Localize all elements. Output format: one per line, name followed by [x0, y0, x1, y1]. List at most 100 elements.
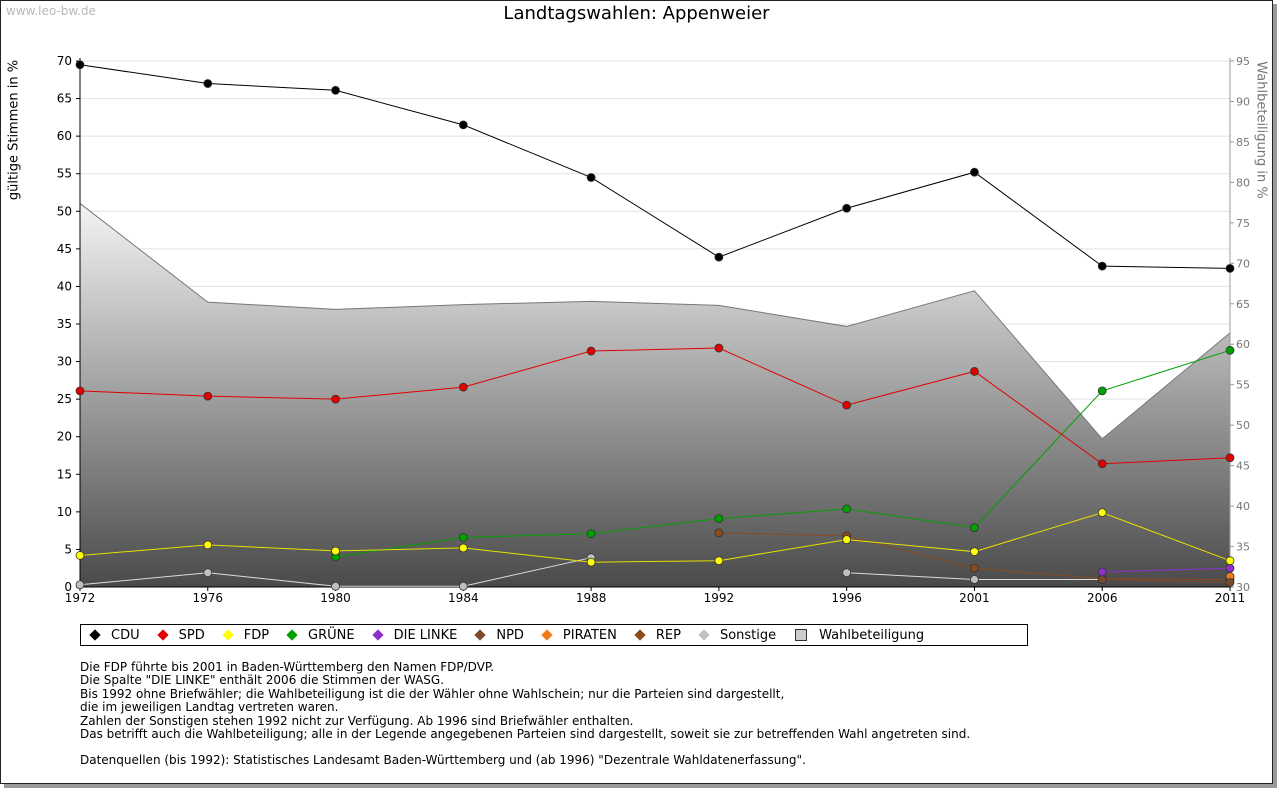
data-point-fdp	[842, 535, 852, 545]
data-point-sonstige	[458, 581, 468, 591]
watermark: www.leo-bw.de	[6, 4, 96, 18]
legend-item: NPD	[474, 628, 524, 643]
y2-tick-label: 65	[1236, 298, 1250, 311]
footnotes: Die FDP führte bis 2001 in Baden-Württem…	[80, 660, 971, 768]
y-tick-label: 35	[57, 317, 72, 331]
y2-tick-label: 60	[1236, 338, 1250, 351]
legend-label: FDP	[243, 627, 270, 643]
legend-swatch-diamond	[541, 629, 553, 641]
y-tick-label: 5	[64, 542, 72, 556]
legend-item: CDU	[89, 627, 140, 643]
data-point-npd	[1225, 578, 1235, 587]
x-tick-label: 1976	[193, 591, 224, 605]
series-line-cdu	[79, 64, 1231, 269]
y-tick-label: 40	[57, 279, 72, 293]
y2-tick-label: 35	[1236, 541, 1250, 554]
legend: CDU SPD FDP GRÜNE DIE LINKE NPD PIRATEN REP Sons…	[80, 624, 1028, 646]
legend-item: FDP	[222, 627, 270, 643]
note-line: Die Spalte "DIE LINKE" enthält 2006 die …	[80, 673, 445, 688]
y-tick-label: 70	[57, 54, 72, 68]
data-point-rep	[970, 563, 979, 573]
note-line: die im jeweiligen Landtag vertreten ware…	[80, 700, 339, 715]
data-point-grüne	[586, 529, 596, 539]
y-tick-label: 20	[57, 430, 72, 444]
y2-tick-label: 30	[1236, 581, 1250, 594]
legend-label: Sonstige	[719, 627, 777, 643]
data-point-sonstige	[970, 575, 979, 584]
data-point-cdu	[75, 60, 85, 70]
y-tick-label: 50	[57, 204, 72, 218]
y-tick-label: 60	[57, 129, 72, 143]
data-point-spd	[458, 382, 468, 392]
legend-swatch-diamond	[634, 629, 646, 641]
legend-item: PIRATEN	[541, 627, 617, 643]
data-point-npd	[1097, 575, 1107, 584]
y2-tick-label: 45	[1236, 460, 1250, 473]
data-point-sonstige	[203, 568, 213, 578]
data-point-grüne	[1225, 345, 1235, 355]
y2-tick-label: 55	[1236, 379, 1250, 392]
legend-swatch-square	[795, 629, 808, 641]
x-tick-label: 2006	[1087, 591, 1118, 605]
legend-item: Sonstige	[698, 627, 777, 643]
data-point-grüne	[458, 533, 468, 542]
y-tick-label: 45	[57, 242, 72, 256]
y-tick-label: 15	[57, 467, 72, 481]
y2-tick-label: 50	[1236, 419, 1250, 432]
x-tick-label: 1980	[320, 591, 351, 605]
series-line-grüne	[335, 349, 1231, 558]
data-point-spd	[203, 391, 213, 401]
data-point-grüne	[842, 504, 852, 514]
series-line-spd	[79, 347, 1231, 465]
series-line-die-linke	[1102, 567, 1231, 573]
data-point-fdp	[970, 547, 979, 557]
note-line: Die FDP führte bis 2001 in Baden-Württem…	[80, 660, 495, 674]
legend-swatch-diamond	[698, 629, 710, 641]
data-point-grüne	[1097, 386, 1107, 396]
y-tick-label: 55	[57, 167, 72, 181]
data-point-spd	[331, 394, 340, 404]
series-line-npd	[1102, 578, 1231, 583]
y2-tick-label: 75	[1236, 217, 1250, 230]
data-point-cdu	[331, 85, 340, 95]
data-point-fdp	[331, 546, 340, 556]
chart-title: Landtagswahlen: Appenweier	[503, 3, 770, 24]
y2-tick-label: 90	[1236, 95, 1250, 108]
data-point-cdu	[458, 120, 468, 130]
data-point-cdu	[1225, 263, 1235, 273]
data-point-fdp	[586, 557, 596, 567]
legend-label: Wahlbeteiligung	[819, 627, 925, 643]
legend-label: SPD	[178, 627, 205, 643]
x-tick-label: 1988	[576, 591, 607, 605]
data-point-fdp	[714, 556, 724, 566]
x-tick-label: 1984	[448, 591, 479, 605]
x-tick-label: 1972	[65, 591, 96, 605]
legend-label: CDU	[111, 627, 140, 643]
data-point-spd	[1097, 459, 1107, 469]
legend-item: SPD	[156, 627, 205, 643]
legend-swatch-diamond	[474, 629, 487, 641]
data-point-die-linke	[1097, 567, 1107, 577]
legend-label: DIE LINKE	[393, 627, 458, 643]
legend-item: Wahlbeteiligung	[795, 628, 924, 643]
x-tick-label: 1996	[831, 591, 862, 605]
data-point-grüne	[970, 523, 979, 533]
y-tick-label: 0	[64, 580, 72, 594]
y-tick-label: 30	[57, 355, 72, 369]
legend-item: GRÜNE	[286, 628, 355, 643]
legend-swatch-diamond	[286, 629, 298, 641]
legend-swatch-diamond	[89, 629, 101, 641]
line-chart: 0 5 10 15 20 25 30 35 40 45 50 55 60 65 70 30 35 40 45 50 55…	[57, 54, 1250, 605]
x-tick-label: 2011	[1215, 591, 1246, 605]
note-line: Bis 1992 ohne Briefwähler; die Wahlbetei…	[80, 686, 785, 701]
turnout-area	[80, 203, 1230, 587]
y2-tick-label: 40	[1236, 500, 1250, 513]
legend-label: PIRATEN	[562, 627, 617, 643]
data-point-fdp	[203, 540, 213, 550]
y2-tick-label: 95	[1236, 55, 1250, 68]
data-point-grüne	[714, 514, 724, 524]
turnout-line	[79, 203, 1231, 440]
data-point-fdp	[75, 551, 85, 560]
data-point-sonstige	[331, 581, 340, 591]
note-line: Das betrifft auch die Wahlbeteiligung; a…	[80, 727, 971, 742]
